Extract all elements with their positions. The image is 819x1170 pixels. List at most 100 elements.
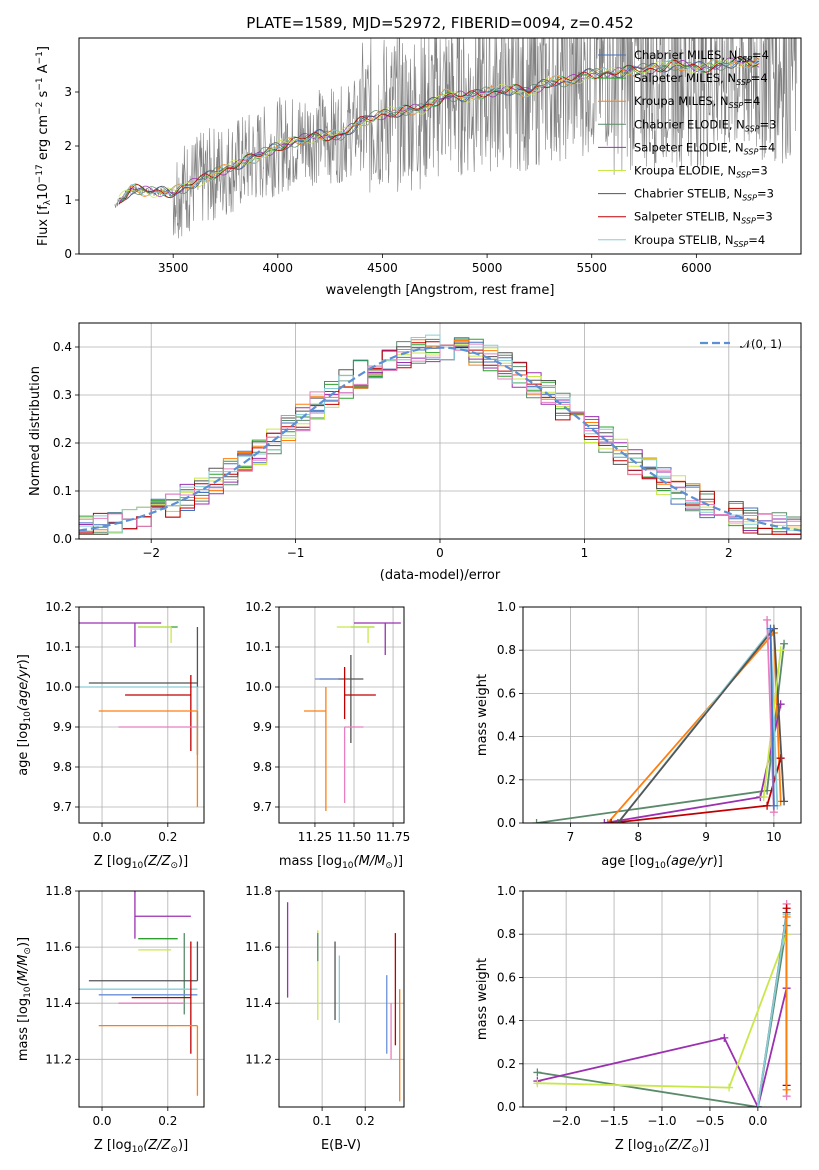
errorbar-point <box>304 687 327 811</box>
y-tick-label: 9.8 <box>53 760 72 774</box>
age-vs-mass-panel-frame <box>278 606 405 824</box>
x-tick-label: 10 <box>766 830 781 844</box>
x-tick-label: 1 <box>581 546 589 560</box>
x-tick-label: −1.0 <box>647 1114 676 1128</box>
mass-weight-marker <box>759 793 768 802</box>
normal-curve <box>79 346 801 532</box>
mass-weight-marker <box>725 1083 734 1092</box>
x-tick-label: 7 <box>567 830 575 844</box>
x-tick-label: 11.75 <box>376 830 410 844</box>
y-tick-label: 2 <box>64 139 72 153</box>
y-tick-label: 10.1 <box>245 640 272 654</box>
age-vs-metallicity-panel-frame <box>78 606 205 824</box>
mass-weight-marker <box>763 801 772 810</box>
legend-entry: Salpeter ELODIE, NSSP=4 <box>634 140 775 156</box>
mass-weight-marker <box>753 1103 762 1107</box>
x-tick-label: 0 <box>436 546 444 560</box>
mass-vs-metallicity-panel: 0.0 0.2 11.2 11.4 11.6 11.8 Z [log10(Z/Z⊙)] mas… <box>16 884 205 1155</box>
x-tick-label: 11.25 <box>298 830 332 844</box>
x-tick-label: 0.2 <box>158 830 177 844</box>
y-tick-label: 9.9 <box>253 720 272 734</box>
y-tick-label: 0.6 <box>497 970 516 984</box>
y-tick-label: 0.0 <box>497 1100 516 1114</box>
mass-weight-series <box>766 624 778 810</box>
legend-entry: Chabrier ELODIE, NSSP=3 <box>634 117 776 133</box>
x-axis-label: wavelength [Angstrom, rest frame] <box>326 283 555 298</box>
x-tick-label: −0.5 <box>695 1114 724 1128</box>
mass-weight-marker <box>782 912 791 921</box>
x-axis-label: (data-model)/error <box>380 568 501 583</box>
y-tick-label: 1.0 <box>497 600 516 614</box>
y-tick-label: 1 <box>64 193 72 207</box>
mass-vs-extinction-panel-frame <box>278 890 405 1108</box>
legend-entry: Salpeter MILES, NSSP=4 <box>634 71 768 87</box>
y-axis-label: mass weight <box>475 958 490 1040</box>
errorbar-point <box>79 622 162 647</box>
age-vs-metallicity-panel-plot-area <box>79 622 199 807</box>
x-tick-label: 0.2 <box>158 1114 177 1128</box>
mass-weight-marker <box>533 1068 542 1077</box>
y-axis-label: age [log10(age/yr)] <box>16 654 33 776</box>
massweight-vs-age-panel: 7 8 9 10 0.0 0.2 0.4 0.6 0.8 1.0 age [log10(age/yr… <box>475 600 802 871</box>
spectrum-legend: Chabrier MILES, NSSP=4 Salpeter MILES, NS… <box>598 48 776 249</box>
x-tick-label: −2 <box>142 546 160 560</box>
mass-weight-marker <box>613 819 622 823</box>
x-axis-label: E(B-V) <box>321 1138 361 1153</box>
x-tick-label: 2 <box>725 546 733 560</box>
errorbar-point <box>336 626 375 643</box>
mass-weight-marker <box>782 1085 791 1094</box>
residuals-panel-plot-area <box>79 334 801 535</box>
errorbar-point <box>343 726 364 803</box>
x-tick-label: 5500 <box>576 261 607 275</box>
x-tick-label: 4000 <box>263 261 294 275</box>
model-spectrum-line <box>118 59 760 198</box>
x-tick-label: 8 <box>634 830 642 844</box>
y-tick-label: 11.2 <box>245 1052 272 1066</box>
errorbar-point <box>98 710 199 807</box>
x-tick-label: −1.5 <box>599 1114 628 1128</box>
x-tick-label: 11.50 <box>337 830 371 844</box>
y-tick-label: 0.2 <box>497 1057 516 1071</box>
mass-weight-marker <box>600 819 609 823</box>
y-tick-label: 0.0 <box>53 532 72 546</box>
model-spectrum-line <box>118 59 760 202</box>
legend-entry: Kroupa ELODIE, NSSP=3 <box>634 164 768 180</box>
residual-histogram <box>79 343 801 527</box>
y-tick-label: 1.0 <box>497 884 516 898</box>
y-axis-label: mass weight <box>475 674 490 756</box>
y-tick-label: 10.0 <box>245 680 272 694</box>
errorbar-point <box>343 667 376 719</box>
massweight-vs-age-panel-frame <box>522 606 802 824</box>
y-tick-label: 10.2 <box>45 600 72 614</box>
y-tick-label: 11.6 <box>45 940 72 954</box>
y-tick-label: 0.2 <box>53 436 72 450</box>
x-tick-label: 0.0 <box>748 1114 767 1128</box>
y-tick-label: 0 <box>64 247 72 261</box>
legend-entry: Kroupa MILES, NSSP=4 <box>634 94 760 110</box>
y-tick-label: 9.8 <box>253 760 272 774</box>
x-tick-label: 4500 <box>367 261 398 275</box>
y-tick-label: 11.4 <box>245 996 272 1010</box>
y-axis-label: Flux [fλ10−17 erg cm−2 s−1 A−1] <box>35 46 53 246</box>
y-tick-label: 0.4 <box>497 730 516 744</box>
x-tick-label: 5000 <box>472 261 503 275</box>
mass-weight-marker <box>769 801 778 810</box>
mass-weight-marker <box>776 646 785 655</box>
y-axis-label: Normed distribution <box>28 366 43 496</box>
y-tick-label: 9.7 <box>53 800 72 814</box>
errorbar-point <box>88 941 199 982</box>
mass-weight-marker <box>532 819 541 823</box>
massweight-vs-metallicity-panel: −2.0 −1.5 −1.0 −0.5 0.0 0.0 0.2 0.4 0.6 0.8 1.0 Z [… <box>475 884 802 1155</box>
y-tick-label: 11.4 <box>45 996 72 1010</box>
y-axis-label: mass [log10(M/M⊙)] <box>16 937 33 1061</box>
y-tick-label: 11.8 <box>45 884 72 898</box>
mass-weight-marker <box>782 904 791 913</box>
y-tick-label: 3 <box>64 85 72 99</box>
mass-vs-extinction-panel-plot-area <box>286 902 401 1102</box>
x-axis-label: mass [log10(M/M⊙)] <box>279 854 403 871</box>
mass-weight-marker <box>720 1033 729 1042</box>
figure-title: PLATE=1589, MJD=52972, FIBERID=0094, z=0… <box>246 14 633 32</box>
legend-entry: Chabrier MILES, NSSP=4 <box>634 48 769 64</box>
mass-weight-marker <box>607 819 616 823</box>
